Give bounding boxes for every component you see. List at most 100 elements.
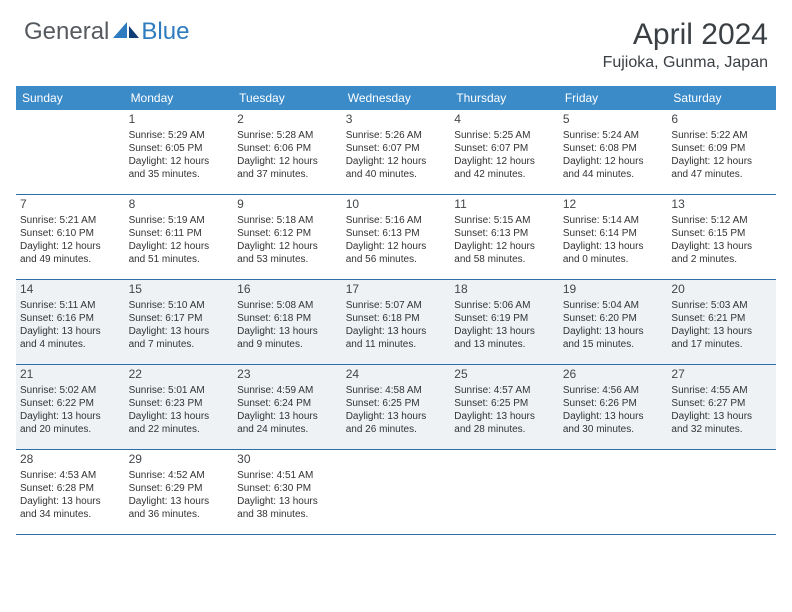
day-number: 16: [237, 282, 338, 298]
sunrise-line: Sunrise: 5:21 AM: [20, 214, 121, 227]
sunrise-line: Sunrise: 5:11 AM: [20, 299, 121, 312]
sunrise-line: Sunrise: 5:28 AM: [237, 129, 338, 142]
sunset-line: Sunset: 6:10 PM: [20, 227, 121, 240]
day-cell: 12Sunrise: 5:14 AMSunset: 6:14 PMDayligh…: [559, 195, 668, 279]
daylight-line-1: Daylight: 13 hours: [129, 495, 230, 508]
daylight-line-1: Daylight: 13 hours: [129, 325, 230, 338]
day-header: Monday: [125, 86, 234, 110]
sunrise-line: Sunrise: 5:06 AM: [454, 299, 555, 312]
day-cell: 20Sunrise: 5:03 AMSunset: 6:21 PMDayligh…: [667, 280, 776, 364]
day-cell: 19Sunrise: 5:04 AMSunset: 6:20 PMDayligh…: [559, 280, 668, 364]
daylight-line-2: and 28 minutes.: [454, 423, 555, 436]
sunrise-line: Sunrise: 5:04 AM: [563, 299, 664, 312]
daylight-line-1: Daylight: 12 hours: [129, 155, 230, 168]
daylight-line-2: and 56 minutes.: [346, 253, 447, 266]
sunset-line: Sunset: 6:06 PM: [237, 142, 338, 155]
month-title: April 2024: [603, 18, 768, 52]
daylight-line-2: and 22 minutes.: [129, 423, 230, 436]
day-number: 14: [20, 282, 121, 298]
daylight-line-1: Daylight: 12 hours: [563, 155, 664, 168]
daylight-line-1: Daylight: 13 hours: [237, 410, 338, 423]
sunrise-line: Sunrise: 5:15 AM: [454, 214, 555, 227]
sunset-line: Sunset: 6:27 PM: [671, 397, 772, 410]
day-number: 8: [129, 197, 230, 213]
day-cell: 9Sunrise: 5:18 AMSunset: 6:12 PMDaylight…: [233, 195, 342, 279]
day-cell: 15Sunrise: 5:10 AMSunset: 6:17 PMDayligh…: [125, 280, 234, 364]
sunrise-line: Sunrise: 5:29 AM: [129, 129, 230, 142]
day-number: 24: [346, 367, 447, 383]
sunrise-line: Sunrise: 5:08 AM: [237, 299, 338, 312]
day-cell: 14Sunrise: 5:11 AMSunset: 6:16 PMDayligh…: [16, 280, 125, 364]
daylight-line-1: Daylight: 12 hours: [346, 240, 447, 253]
day-number: 22: [129, 367, 230, 383]
daylight-line-2: and 40 minutes.: [346, 168, 447, 181]
sunrise-line: Sunrise: 5:03 AM: [671, 299, 772, 312]
day-number: 5: [563, 112, 664, 128]
sunrise-line: Sunrise: 5:01 AM: [129, 384, 230, 397]
sunset-line: Sunset: 6:13 PM: [454, 227, 555, 240]
daylight-line-2: and 0 minutes.: [563, 253, 664, 266]
page-header: General Blue April 2024 Fujioka, Gunma, …: [0, 0, 792, 80]
sunset-line: Sunset: 6:30 PM: [237, 482, 338, 495]
sunset-line: Sunset: 6:26 PM: [563, 397, 664, 410]
day-cell: [450, 450, 559, 534]
daylight-line-1: Daylight: 13 hours: [237, 495, 338, 508]
sunset-line: Sunset: 6:08 PM: [563, 142, 664, 155]
week-row: 21Sunrise: 5:02 AMSunset: 6:22 PMDayligh…: [16, 365, 776, 450]
day-number: 20: [671, 282, 772, 298]
daylight-line-2: and 47 minutes.: [671, 168, 772, 181]
sunrise-line: Sunrise: 5:07 AM: [346, 299, 447, 312]
sunset-line: Sunset: 6:07 PM: [346, 142, 447, 155]
daylight-line-2: and 20 minutes.: [20, 423, 121, 436]
day-number: 17: [346, 282, 447, 298]
sunrise-line: Sunrise: 5:10 AM: [129, 299, 230, 312]
daylight-line-2: and 49 minutes.: [20, 253, 121, 266]
sunset-line: Sunset: 6:11 PM: [129, 227, 230, 240]
day-number: 1: [129, 112, 230, 128]
daylight-line-1: Daylight: 13 hours: [671, 325, 772, 338]
daylight-line-1: Daylight: 13 hours: [671, 410, 772, 423]
daylight-line-2: and 30 minutes.: [563, 423, 664, 436]
sunset-line: Sunset: 6:05 PM: [129, 142, 230, 155]
sunset-line: Sunset: 6:14 PM: [563, 227, 664, 240]
sunrise-line: Sunrise: 5:16 AM: [346, 214, 447, 227]
day-cell: 6Sunrise: 5:22 AMSunset: 6:09 PMDaylight…: [667, 110, 776, 194]
day-number: 11: [454, 197, 555, 213]
sunrise-line: Sunrise: 4:53 AM: [20, 469, 121, 482]
sunset-line: Sunset: 6:07 PM: [454, 142, 555, 155]
day-number: 19: [563, 282, 664, 298]
day-cell: 1Sunrise: 5:29 AMSunset: 6:05 PMDaylight…: [125, 110, 234, 194]
day-cell: [342, 450, 451, 534]
sunrise-line: Sunrise: 5:22 AM: [671, 129, 772, 142]
sunset-line: Sunset: 6:12 PM: [237, 227, 338, 240]
sunset-line: Sunset: 6:13 PM: [346, 227, 447, 240]
sunrise-line: Sunrise: 4:52 AM: [129, 469, 230, 482]
day-header: Wednesday: [342, 86, 451, 110]
daylight-line-1: Daylight: 13 hours: [129, 410, 230, 423]
sunset-line: Sunset: 6:28 PM: [20, 482, 121, 495]
week-row: 7Sunrise: 5:21 AMSunset: 6:10 PMDaylight…: [16, 195, 776, 280]
daylight-line-2: and 53 minutes.: [237, 253, 338, 266]
daylight-line-1: Daylight: 13 hours: [346, 410, 447, 423]
sunrise-line: Sunrise: 5:12 AM: [671, 214, 772, 227]
day-number: 13: [671, 197, 772, 213]
day-header: Thursday: [450, 86, 559, 110]
title-block: April 2024 Fujioka, Gunma, Japan: [603, 18, 768, 72]
daylight-line-2: and 17 minutes.: [671, 338, 772, 351]
day-cell: 27Sunrise: 4:55 AMSunset: 6:27 PMDayligh…: [667, 365, 776, 449]
day-number: 9: [237, 197, 338, 213]
daylight-line-1: Daylight: 13 hours: [454, 410, 555, 423]
daylight-line-1: Daylight: 13 hours: [563, 240, 664, 253]
daylight-line-2: and 35 minutes.: [129, 168, 230, 181]
day-number: 28: [20, 452, 121, 468]
week-row: 28Sunrise: 4:53 AMSunset: 6:28 PM Dayligh…: [16, 450, 776, 535]
day-number: 6: [671, 112, 772, 128]
day-cell: 2Sunrise: 5:28 AMSunset: 6:06 PMDaylight…: [233, 110, 342, 194]
sunset-line: Sunset: 6:09 PM: [671, 142, 772, 155]
day-cell: 3Sunrise: 5:26 AMSunset: 6:07 PMDaylight…: [342, 110, 451, 194]
daylight-line-2: and 24 minutes.: [237, 423, 338, 436]
daylight-line-1: Daylight: 13 hours: [237, 325, 338, 338]
daylight-line-1: Daylight: 13 hours: [20, 325, 121, 338]
day-cell: 24Sunrise: 4:58 AMSunset: 6:25 PMDayligh…: [342, 365, 451, 449]
daylight-line-1: Daylight: 13 hours: [346, 325, 447, 338]
